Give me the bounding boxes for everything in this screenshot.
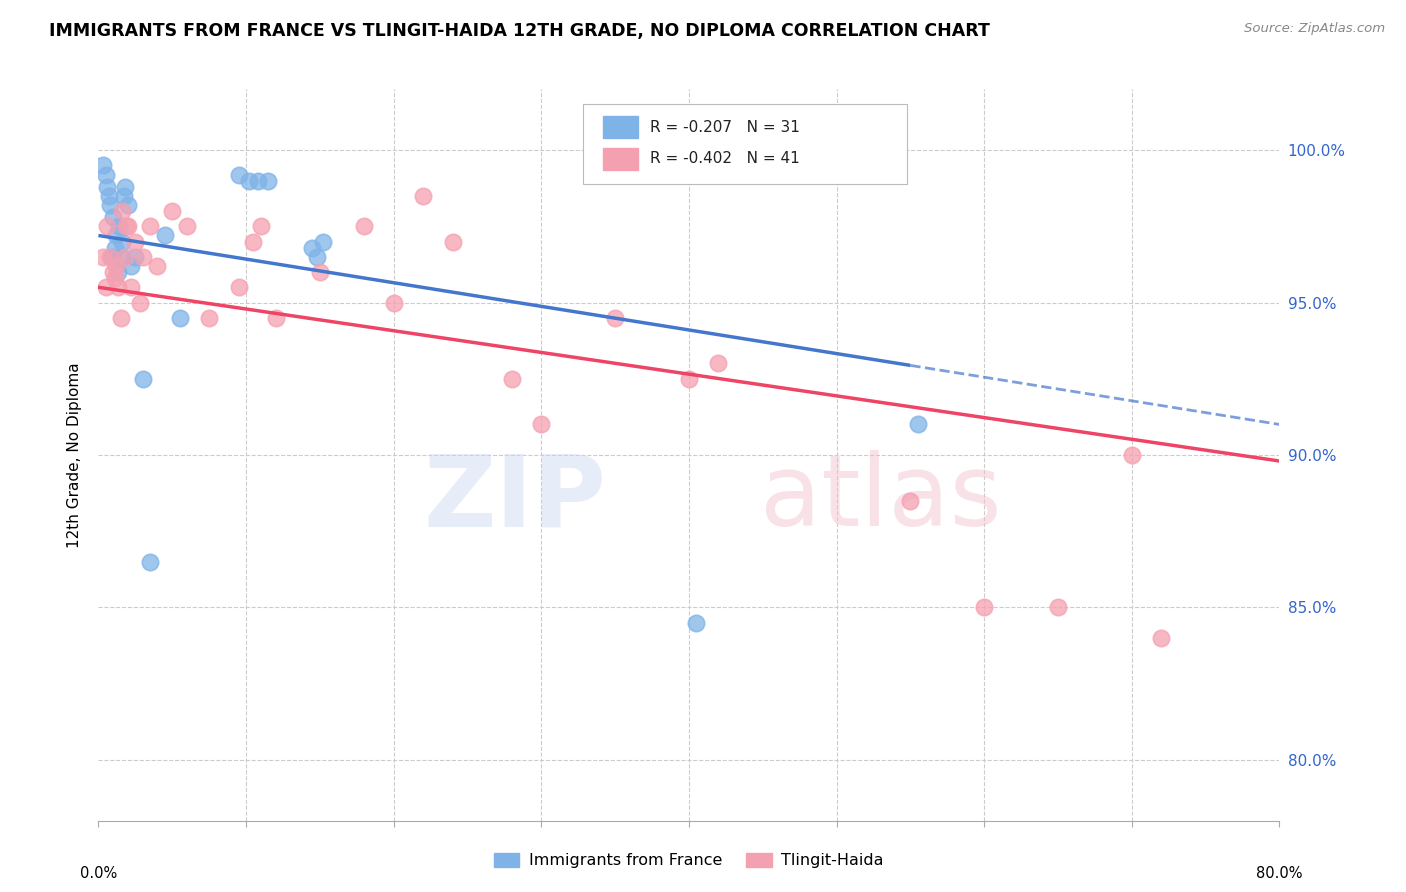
Text: 80.0%: 80.0%: [1256, 866, 1303, 881]
Point: [707, 357, 730, 371]
Point: [907, 417, 929, 432]
Point: [309, 265, 332, 279]
Bar: [603, 116, 638, 138]
Point: [501, 372, 523, 386]
Point: [412, 189, 434, 203]
Point: [97, 189, 120, 203]
FancyBboxPatch shape: [582, 103, 907, 185]
Point: [111, 235, 134, 249]
Point: [103, 211, 125, 225]
Point: [139, 219, 162, 234]
Point: [305, 250, 328, 264]
Point: [264, 310, 287, 325]
Point: [312, 235, 335, 249]
Point: [1046, 600, 1069, 615]
Point: [353, 219, 375, 234]
Point: [114, 179, 136, 194]
Point: [117, 219, 139, 234]
Point: [198, 310, 221, 325]
Point: [120, 280, 142, 294]
Point: [301, 241, 323, 255]
Point: [96, 219, 118, 234]
Y-axis label: 12th Grade, No Diploma: 12th Grade, No Diploma: [67, 362, 83, 548]
Point: [104, 241, 127, 255]
Point: [139, 555, 162, 569]
Text: 0.0%: 0.0%: [80, 866, 117, 881]
Point: [153, 228, 176, 243]
Point: [96, 179, 118, 194]
Point: [98, 250, 121, 264]
Point: [132, 250, 155, 264]
Point: [973, 600, 995, 615]
Point: [120, 259, 142, 273]
Point: [257, 174, 280, 188]
Point: [105, 228, 128, 243]
Text: R = -0.402   N = 41: R = -0.402 N = 41: [650, 151, 800, 166]
Point: [117, 198, 139, 212]
Point: [94, 168, 117, 182]
Point: [162, 204, 183, 219]
Point: [228, 168, 250, 182]
Point: [115, 219, 138, 234]
Point: [108, 219, 131, 234]
Point: [900, 493, 922, 508]
Point: [1150, 631, 1173, 645]
Point: [103, 265, 125, 279]
Point: [678, 372, 700, 386]
Point: [104, 271, 127, 285]
Text: atlas: atlas: [759, 450, 1001, 548]
Text: R = -0.207   N = 31: R = -0.207 N = 31: [650, 120, 800, 135]
Point: [441, 235, 464, 249]
Point: [530, 417, 553, 432]
Point: [124, 250, 146, 264]
Text: IMMIGRANTS FROM FRANCE VS TLINGIT-HAIDA 12TH GRADE, NO DIPLOMA CORRELATION CHART: IMMIGRANTS FROM FRANCE VS TLINGIT-HAIDA …: [49, 22, 990, 40]
Point: [228, 280, 250, 294]
Point: [114, 250, 136, 264]
Point: [605, 310, 627, 325]
Point: [238, 174, 260, 188]
Point: [176, 219, 198, 234]
Bar: [603, 148, 638, 169]
Point: [91, 158, 114, 172]
Point: [105, 259, 128, 273]
Point: [124, 235, 146, 249]
Point: [100, 250, 122, 264]
Point: [1121, 448, 1143, 462]
Point: [382, 295, 405, 310]
Point: [128, 295, 150, 310]
Text: ZIP: ZIP: [423, 450, 606, 548]
Point: [132, 372, 155, 386]
Point: [112, 189, 135, 203]
Point: [107, 265, 129, 279]
Point: [250, 219, 273, 234]
Point: [91, 250, 114, 264]
Point: [94, 280, 117, 294]
Point: [146, 259, 169, 273]
Point: [110, 310, 132, 325]
Point: [242, 235, 264, 249]
Point: [111, 204, 134, 219]
Point: [169, 310, 191, 325]
Point: [110, 250, 132, 264]
Point: [107, 280, 129, 294]
Legend: Immigrants from France, Tlingit-Haida: Immigrants from France, Tlingit-Haida: [488, 847, 890, 875]
Text: Source: ZipAtlas.com: Source: ZipAtlas.com: [1244, 22, 1385, 36]
Point: [98, 198, 121, 212]
Point: [246, 174, 269, 188]
Point: [685, 615, 707, 630]
